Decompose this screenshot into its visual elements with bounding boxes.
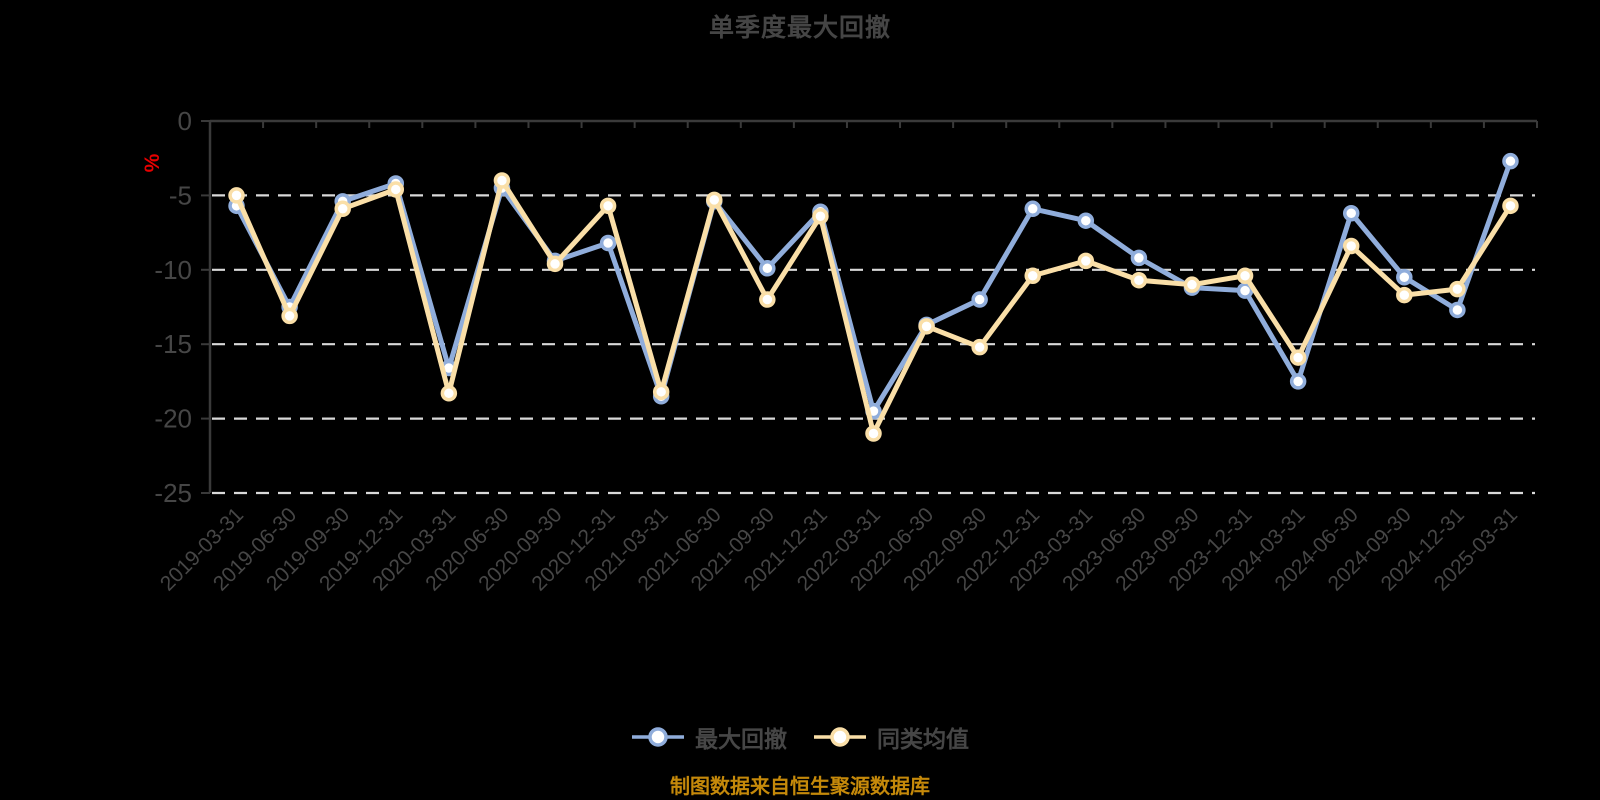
x-axis-labels: 2019-03-312019-06-302019-09-302019-12-31… (156, 503, 1522, 595)
svg-text:-10: -10 (154, 255, 192, 285)
source-note: 制图数据来自恒生聚源数据库 (670, 776, 930, 798)
data-point (281, 307, 298, 325)
data-point (599, 197, 617, 215)
svg-text:-25: -25 (154, 478, 192, 508)
svg-text:-5: -5 (169, 180, 192, 210)
data-point (759, 291, 776, 308)
line-marker-icon (632, 727, 684, 747)
data-point (971, 291, 988, 308)
data-point (1396, 286, 1413, 304)
data-point (759, 260, 776, 277)
data-point (652, 383, 670, 401)
data-point (599, 234, 617, 252)
data-point (706, 191, 723, 209)
data-point (865, 425, 882, 442)
data-point (387, 181, 405, 198)
data-point (1130, 249, 1148, 267)
legend: 最大回撤 同类均值 (0, 720, 1600, 754)
data-point (918, 318, 935, 335)
axes (201, 119, 1538, 494)
series-layer (228, 152, 1519, 442)
line-marker-icon (814, 727, 866, 747)
data-point (228, 187, 245, 204)
data-point (1396, 268, 1413, 286)
data-point (1289, 373, 1307, 390)
y-axis-unit-label: % (141, 153, 164, 172)
data-point (1236, 267, 1254, 285)
data-point (1502, 197, 1519, 215)
data-point (1077, 212, 1095, 229)
data-point (1502, 152, 1519, 170)
svg-text:%: % (141, 153, 164, 172)
y-axis-labels: 0 -5 -10 -15 -20 -25 (154, 106, 192, 508)
legend-item-max-drawdown[interactable]: 最大回撤 (631, 720, 787, 754)
data-point (812, 207, 829, 225)
data-point (1342, 205, 1360, 222)
data-point (1024, 200, 1041, 218)
data-point (1342, 237, 1360, 255)
data-point (1449, 280, 1466, 298)
data-point (440, 385, 458, 402)
data-point (1024, 267, 1041, 285)
svg-text:-15: -15 (154, 329, 192, 359)
svg-text:0: 0 (178, 106, 192, 136)
data-point (1077, 252, 1095, 270)
chart-title: 单季度最大回撤 (708, 14, 891, 42)
data-point (334, 200, 351, 218)
data-point (1236, 282, 1254, 299)
data-point (1183, 276, 1201, 293)
svg-text:-20: -20 (154, 404, 192, 434)
data-point (1289, 349, 1307, 366)
data-point (1130, 271, 1148, 289)
data-point (493, 172, 511, 189)
series-1 (228, 172, 1519, 442)
data-point (1449, 301, 1466, 319)
legend-label-max-drawdown: 最大回撤 (695, 726, 787, 752)
legend-label-category-average: 同类均值 (877, 726, 969, 752)
data-point (971, 338, 988, 356)
legend-item-category-average[interactable]: 同类均值 (813, 720, 969, 754)
data-point (546, 255, 564, 273)
